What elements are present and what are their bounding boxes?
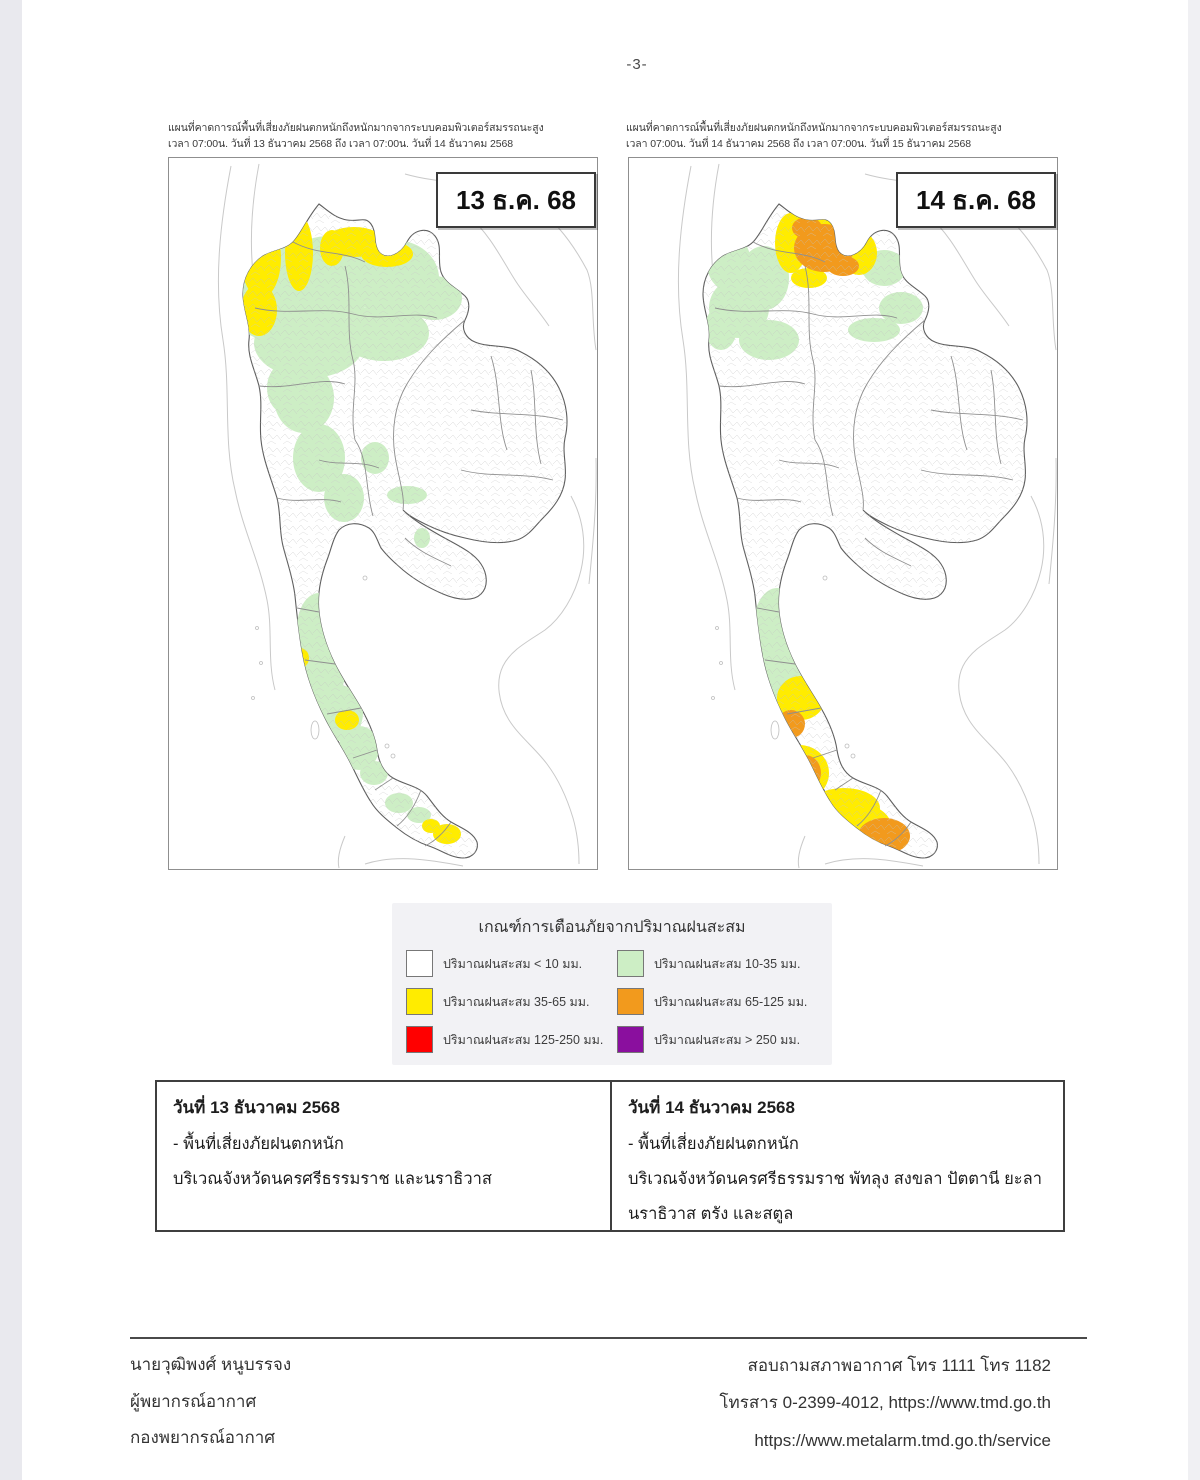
legend-swatch-orange: [617, 988, 644, 1015]
islands: [711, 575, 856, 759]
footer-contact-block: สอบถามสภาพอากาศ โทร 1111 โทร 1182 โทรสาร…: [719, 1347, 1051, 1459]
risk-type-line: - พื้นที่เสี่ยงภัยฝนตกหนัก: [628, 1134, 799, 1153]
contact-phone: สอบถามสภาพอากาศ โทร 1111 โทร 1182: [747, 1356, 1051, 1375]
legend-swatch-red: [406, 1026, 433, 1053]
risk-type-line: - พื้นที่เสี่ยงภัยฝนตกหนัก: [173, 1134, 344, 1153]
legend-item-lt10: ปริมาณฝนสะสม < 10 มม.: [406, 949, 613, 978]
thailand-rain-map-14dec: [629, 158, 1057, 869]
risk-area-line: บริเวณจังหวัดนครศรีธรรมราช พัทลุง สงขลา …: [628, 1170, 1043, 1189]
risk-cell-13dec: วันที่ 13 ธันวาคม 2568 - พื้นที่เสี่ยงภั…: [157, 1082, 612, 1230]
risk-date-header: วันที่ 13 ธันวาคม 2568: [173, 1098, 340, 1117]
risk-cell-14dec: วันที่ 14 ธันวาคม 2568 - พื้นที่เสี่ยงภั…: [612, 1082, 1063, 1230]
legend-swatch-green: [617, 950, 644, 977]
province-borders: [714, 241, 1024, 847]
legend-item-gt250: ปริมาณฝนสะสม > 250 มม.: [617, 1025, 824, 1054]
risk-area-table: วันที่ 13 ธันวาคม 2568 - พื้นที่เสี่ยงภั…: [155, 1080, 1065, 1232]
map1-date-box: 13 ธ.ค. 68: [436, 172, 596, 228]
scanned-page: -3- แผนที่คาดการณ์พื้นที่เสี่ยงภัยฝนตกหน…: [22, 0, 1188, 1480]
legend-swatch-white: [406, 950, 433, 977]
islands: [251, 575, 396, 759]
forecaster-division: กองพยากรณ์อากาศ: [130, 1428, 276, 1448]
legend-item-65-125: ปริมาณฝนสะสม 65-125 มม.: [617, 987, 824, 1016]
viewer-right-margin: [1188, 0, 1200, 1480]
legend-item-35-65: ปริมาณฝนสะสม 35-65 มม.: [406, 987, 613, 1016]
footer-forecaster-block: นายวุฒิพงศ์ หนูบรรจง ผู้พยากรณ์อากาศ กอง…: [130, 1347, 291, 1457]
risk-date-header: วันที่ 14 ธันวาคม 2568: [628, 1098, 795, 1117]
contact-metalarm-url: https://www.metalarm.tmd.go.th/service: [754, 1430, 1051, 1450]
map1-title-line1: แผนที่คาดการณ์พื้นที่เสี่ยงภัยฝนตกหนักถึ…: [168, 122, 544, 134]
rainfall-legend: เกณฑ์การเตือนภัยจากปริมาณฝนสะสม ปริมาณฝน…: [392, 903, 832, 1065]
risk-area-line: บริเวณจังหวัดนครศรีธรรมราช และนราธิวาส: [173, 1170, 492, 1189]
page-number: -3-: [626, 56, 648, 73]
legend-swatch-purple: [617, 1026, 644, 1053]
map1-title-line2: เวลา 07:00น. วันที่ 13 ธันวาคม 2568 ถึง …: [168, 138, 513, 151]
footer-divider: [130, 1337, 1087, 1339]
map1-frame: 13 ธ.ค. 68: [168, 157, 598, 870]
map2-title-line1: แผนที่คาดการณ์พื้นที่เสี่ยงภัยฝนตกหนักถึ…: [626, 122, 1002, 134]
risk-area-line2: นราธิวาส ตรัง และสตูล: [628, 1205, 794, 1224]
province-borders: [254, 241, 564, 847]
viewer-left-margin: [0, 0, 22, 1480]
map2-title: แผนที่คาดการณ์พื้นที่เสี่ยงภัยฝนตกหนักถึ…: [626, 120, 1058, 153]
legend-grid: ปริมาณฝนสะสม < 10 มม. ปริมาณฝนสะสม 10-35…: [406, 949, 824, 1054]
map2-date-box: 14 ธ.ค. 68: [896, 172, 1056, 228]
map2-frame: 14 ธ.ค. 68: [628, 157, 1058, 870]
forecaster-title: ผู้พยากรณ์อากาศ: [130, 1391, 257, 1411]
legend-title: เกณฑ์การเตือนภัยจากปริมาณฝนสะสม: [478, 919, 746, 936]
forecaster-name: นายวุฒิพงศ์ หนูบรรจง: [130, 1355, 292, 1374]
legend-item-125-250: ปริมาณฝนสะสม 125-250 มม.: [406, 1025, 613, 1054]
thailand-rain-map-13dec: [169, 158, 597, 869]
contact-fax-web: โทรสาร 0-2399-4012, https://www.tmd.go.t…: [719, 1393, 1051, 1413]
legend-swatch-yellow: [406, 988, 433, 1015]
map2-title-line2: เวลา 07:00น. วันที่ 14 ธันวาคม 2568 ถึง …: [626, 138, 971, 151]
legend-item-10-35: ปริมาณฝนสะสม 10-35 มม.: [617, 949, 824, 978]
map1-title: แผนที่คาดการณ์พื้นที่เสี่ยงภัยฝนตกหนักถึ…: [168, 120, 600, 153]
